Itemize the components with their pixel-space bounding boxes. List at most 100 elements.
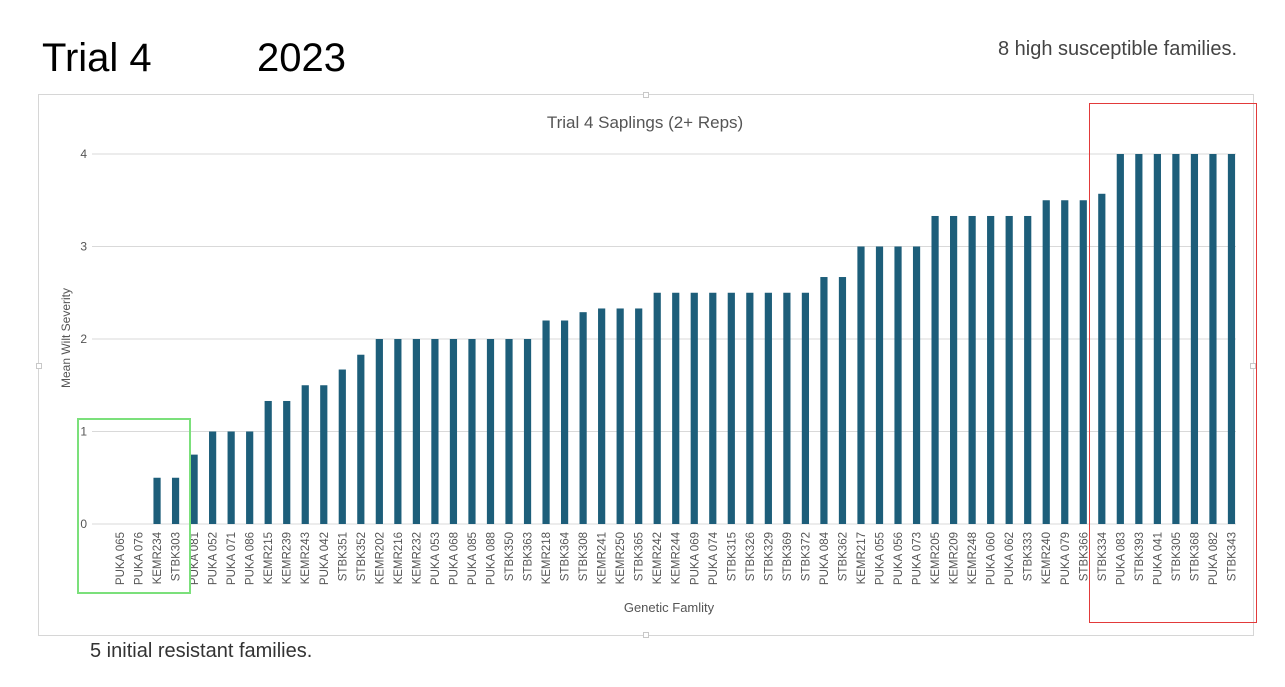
x-tick-label: PUKA 052 <box>208 532 220 585</box>
bar-stbk333 <box>1024 215 1032 524</box>
x-axis-ticks: PUKA 065 PUKA 076 KEMR234 STBK303 PUKA 081 PU… <box>115 531 1238 585</box>
bar-puka-055 <box>875 246 884 524</box>
x-tick-label: STBK393 <box>1134 532 1146 581</box>
x-tick-label: STBK352 <box>356 532 368 581</box>
bar-puka-088 <box>486 339 495 524</box>
x-tick-label: PUKA 085 <box>467 532 479 585</box>
bar-puka-069 <box>690 292 698 524</box>
bar-puka-041 <box>1153 154 1161 524</box>
x-tick-label: KEMR232 <box>411 532 423 584</box>
bar-puka-062 <box>1005 215 1013 524</box>
bar-kemr248 <box>968 215 976 524</box>
x-tick-label: STBK366 <box>1078 532 1090 581</box>
bar-kemr240 <box>1042 200 1050 524</box>
x-tick-label: STBK350 <box>504 532 516 581</box>
x-tick-label: STBK364 <box>560 531 572 581</box>
bar-kemr242 <box>653 292 661 524</box>
bar-kemr218 <box>542 320 550 524</box>
x-tick-label: STBK369 <box>782 532 794 581</box>
bar-puka-082 <box>1209 154 1217 524</box>
x-tick-label: KEMR243 <box>300 532 312 584</box>
bar-kemr205 <box>931 215 939 524</box>
susceptible-families-highlight <box>1089 103 1257 623</box>
x-tick-label: KEMR248 <box>967 532 979 584</box>
bar-stbk334 <box>1098 193 1106 524</box>
bar-stbk343 <box>1227 154 1236 524</box>
bar-stbk369 <box>783 292 791 524</box>
bar-kemr250 <box>616 308 624 524</box>
x-tick-label: PUKA 082 <box>1208 532 1220 585</box>
x-tick-label: PUKA 065 <box>115 532 127 585</box>
x-tick-label: STBK329 <box>763 532 775 581</box>
bar-puka-056 <box>894 246 902 524</box>
x-tick-label: PUKA 062 <box>1004 532 1016 585</box>
chart-frame[interactable] <box>36 92 1256 638</box>
y-tick-label: 4 <box>80 147 87 161</box>
bar-puka-074 <box>709 292 717 524</box>
bars <box>153 154 1236 524</box>
x-tick-label: STBK326 <box>745 532 757 581</box>
chart-title: Trial 4 Saplings (2+ Reps) <box>547 113 743 132</box>
bar-puka-083 <box>1116 154 1124 524</box>
bar-kemr216 <box>394 339 402 524</box>
slide-title-year: 2023 <box>257 36 346 80</box>
resistant-note: 5 initial resistant families. <box>90 640 313 662</box>
x-tick-label: KEMR202 <box>374 532 386 584</box>
bar-puka-053 <box>431 339 439 524</box>
x-tick-label: KEMR209 <box>949 532 961 584</box>
bar-kemr215 <box>264 400 272 524</box>
bar-puka-086 <box>246 431 254 524</box>
bar-kemr239 <box>283 400 291 524</box>
bar-puka-060 <box>987 215 995 524</box>
x-tick-label: KEMR218 <box>541 532 553 584</box>
x-tick-label: STBK368 <box>1189 532 1201 581</box>
x-tick-label: PUKA 056 <box>893 532 905 585</box>
y-tick-label: 1 <box>80 425 87 439</box>
x-tick-label: STBK365 <box>634 532 646 581</box>
x-tick-label: STBK305 <box>1171 532 1183 581</box>
x-tick-label: PUKA 081 <box>189 532 201 585</box>
bar-stbk305 <box>1172 154 1180 524</box>
bar-puka-079 <box>1061 200 1069 524</box>
x-tick-label: STBK351 <box>337 532 349 581</box>
bar-puka-085 <box>468 339 476 524</box>
x-tick-label: KEMR217 <box>856 532 868 584</box>
bar-puka-042 <box>320 385 328 524</box>
x-tick-label: KEMR239 <box>282 532 294 584</box>
bar-stbk362 <box>838 277 847 524</box>
x-tick-label: KEMR250 <box>615 532 627 584</box>
x-tick-label: KEMR205 <box>930 532 942 584</box>
bar-puka-071 <box>227 431 235 524</box>
bar-puka-084 <box>820 277 828 524</box>
x-tick-label: KEMR244 <box>671 531 683 584</box>
bar-stbk326 <box>746 292 754 524</box>
resize-handle-left[interactable] <box>36 363 42 369</box>
x-tick-label: PUKA 042 <box>319 532 331 585</box>
x-tick-label: STBK333 <box>1023 532 1035 581</box>
resize-handle-top[interactable] <box>643 92 649 98</box>
x-tick-label: PUKA 074 <box>708 531 720 585</box>
x-tick-label: KEMR234 <box>152 531 164 584</box>
bar-puka-073 <box>912 246 921 524</box>
x-tick-label: PUKA 084 <box>819 531 831 585</box>
y-tick-label: 0 <box>80 517 87 531</box>
y-axis-ticks: 0 1 2 3 4 <box>80 147 87 531</box>
x-tick-label: KEMR215 <box>263 532 275 584</box>
x-tick-label: KEMR241 <box>597 532 609 584</box>
x-tick-label: PUKA 083 <box>1115 532 1127 585</box>
bar-stbk368 <box>1190 154 1199 524</box>
resize-handle-bottom[interactable] <box>643 632 649 638</box>
resize-handle-right[interactable] <box>1250 363 1256 369</box>
x-tick-label: STBK303 <box>171 532 183 581</box>
x-tick-label: PUKA 076 <box>134 532 146 585</box>
bar-stbk365 <box>635 308 643 524</box>
x-tick-label: STBK343 <box>1226 532 1238 581</box>
bar-stbk350 <box>505 339 513 524</box>
susceptible-note: 8 high susceptible families. <box>997 38 1237 60</box>
bar-stbk352 <box>357 354 365 524</box>
bar-stbk329 <box>764 292 772 524</box>
x-tick-label: PUKA 086 <box>245 532 257 585</box>
bar-stbk308 <box>579 312 587 524</box>
y-tick-label: 2 <box>80 332 87 346</box>
